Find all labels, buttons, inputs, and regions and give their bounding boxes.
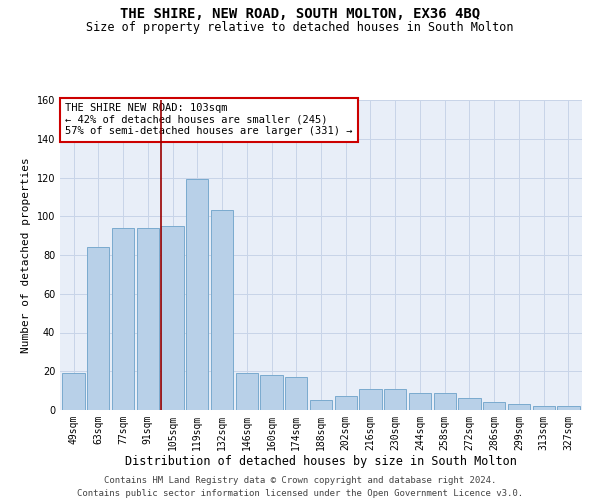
Bar [211, 210, 233, 410]
Bar [112, 228, 134, 410]
Text: Size of property relative to detached houses in South Molton: Size of property relative to detached ho… [86, 21, 514, 34]
Bar [533, 406, 555, 410]
Bar [409, 392, 431, 410]
Bar [137, 228, 159, 410]
Bar [260, 375, 283, 410]
Text: Contains HM Land Registry data © Crown copyright and database right 2024.
Contai: Contains HM Land Registry data © Crown c… [77, 476, 523, 498]
Bar [186, 180, 208, 410]
Bar [384, 388, 406, 410]
Bar [87, 247, 109, 410]
Bar [434, 392, 456, 410]
Text: THE SHIRE NEW ROAD: 103sqm
← 42% of detached houses are smaller (245)
57% of sem: THE SHIRE NEW ROAD: 103sqm ← 42% of deta… [65, 103, 353, 136]
Bar [310, 400, 332, 410]
Bar [483, 402, 505, 410]
Bar [335, 396, 357, 410]
Bar [62, 373, 85, 410]
Bar [359, 388, 382, 410]
Bar [236, 373, 258, 410]
Bar [285, 377, 307, 410]
Bar [458, 398, 481, 410]
Text: THE SHIRE, NEW ROAD, SOUTH MOLTON, EX36 4BQ: THE SHIRE, NEW ROAD, SOUTH MOLTON, EX36 … [120, 8, 480, 22]
Bar [161, 226, 184, 410]
Text: Distribution of detached houses by size in South Molton: Distribution of detached houses by size … [125, 455, 517, 468]
Bar [508, 404, 530, 410]
Bar [557, 406, 580, 410]
Y-axis label: Number of detached properties: Number of detached properties [21, 157, 31, 353]
